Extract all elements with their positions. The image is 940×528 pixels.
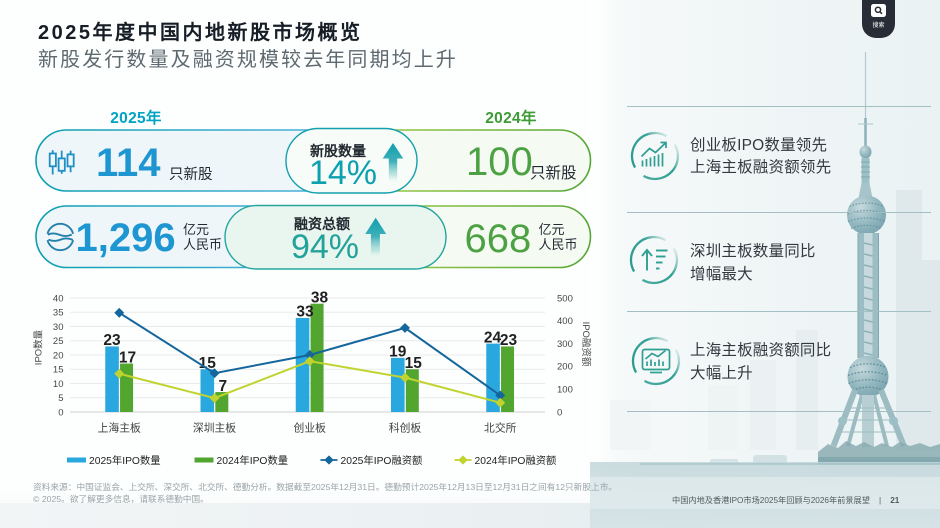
svg-text:23: 23 bbox=[500, 332, 518, 349]
svg-text:深圳主板: 深圳主板 bbox=[193, 421, 236, 435]
svg-text:创业板: 创业板 bbox=[294, 421, 327, 435]
svg-text:100: 100 bbox=[557, 384, 573, 395]
svg-text:2024年IPO融资额: 2024年IPO融资额 bbox=[475, 454, 557, 467]
svg-text:2025年IPO融资额: 2025年IPO融资额 bbox=[341, 454, 423, 467]
svg-text:40: 40 bbox=[53, 293, 64, 304]
svg-text:北交所: 北交所 bbox=[484, 421, 517, 435]
svg-text:2024年IPO数量: 2024年IPO数量 bbox=[217, 454, 289, 467]
svg-text:0: 0 bbox=[58, 407, 63, 418]
svg-text:7: 7 bbox=[218, 378, 227, 395]
svg-text:17: 17 bbox=[119, 349, 136, 366]
svg-text:2025年IPO数量: 2025年IPO数量 bbox=[89, 454, 161, 467]
svg-text:300: 300 bbox=[557, 339, 573, 350]
svg-text:10: 10 bbox=[53, 379, 64, 390]
svg-text:5: 5 bbox=[58, 393, 63, 404]
svg-text:33: 33 bbox=[296, 304, 314, 321]
svg-text:500: 500 bbox=[557, 293, 573, 304]
svg-text:15: 15 bbox=[405, 355, 423, 372]
svg-text:科创板: 科创板 bbox=[389, 421, 422, 435]
svg-text:IPO数量: IPO数量 bbox=[33, 329, 45, 365]
svg-text:200: 200 bbox=[557, 362, 573, 373]
svg-text:24: 24 bbox=[484, 329, 502, 346]
svg-text:15: 15 bbox=[53, 365, 64, 376]
svg-text:20: 20 bbox=[53, 350, 64, 361]
svg-text:23: 23 bbox=[103, 332, 121, 349]
svg-text:15: 15 bbox=[199, 355, 217, 372]
svg-text:30: 30 bbox=[53, 322, 64, 333]
svg-text:38: 38 bbox=[311, 290, 329, 307]
svg-text:400: 400 bbox=[557, 316, 573, 327]
svg-text:35: 35 bbox=[53, 308, 64, 319]
svg-text:25: 25 bbox=[53, 336, 64, 347]
svg-text:上海主板: 上海主板 bbox=[98, 421, 141, 435]
svg-text:0: 0 bbox=[557, 407, 562, 418]
svg-text:IPO融资额: IPO融资额 bbox=[580, 322, 592, 367]
svg-text:19: 19 bbox=[389, 344, 407, 361]
